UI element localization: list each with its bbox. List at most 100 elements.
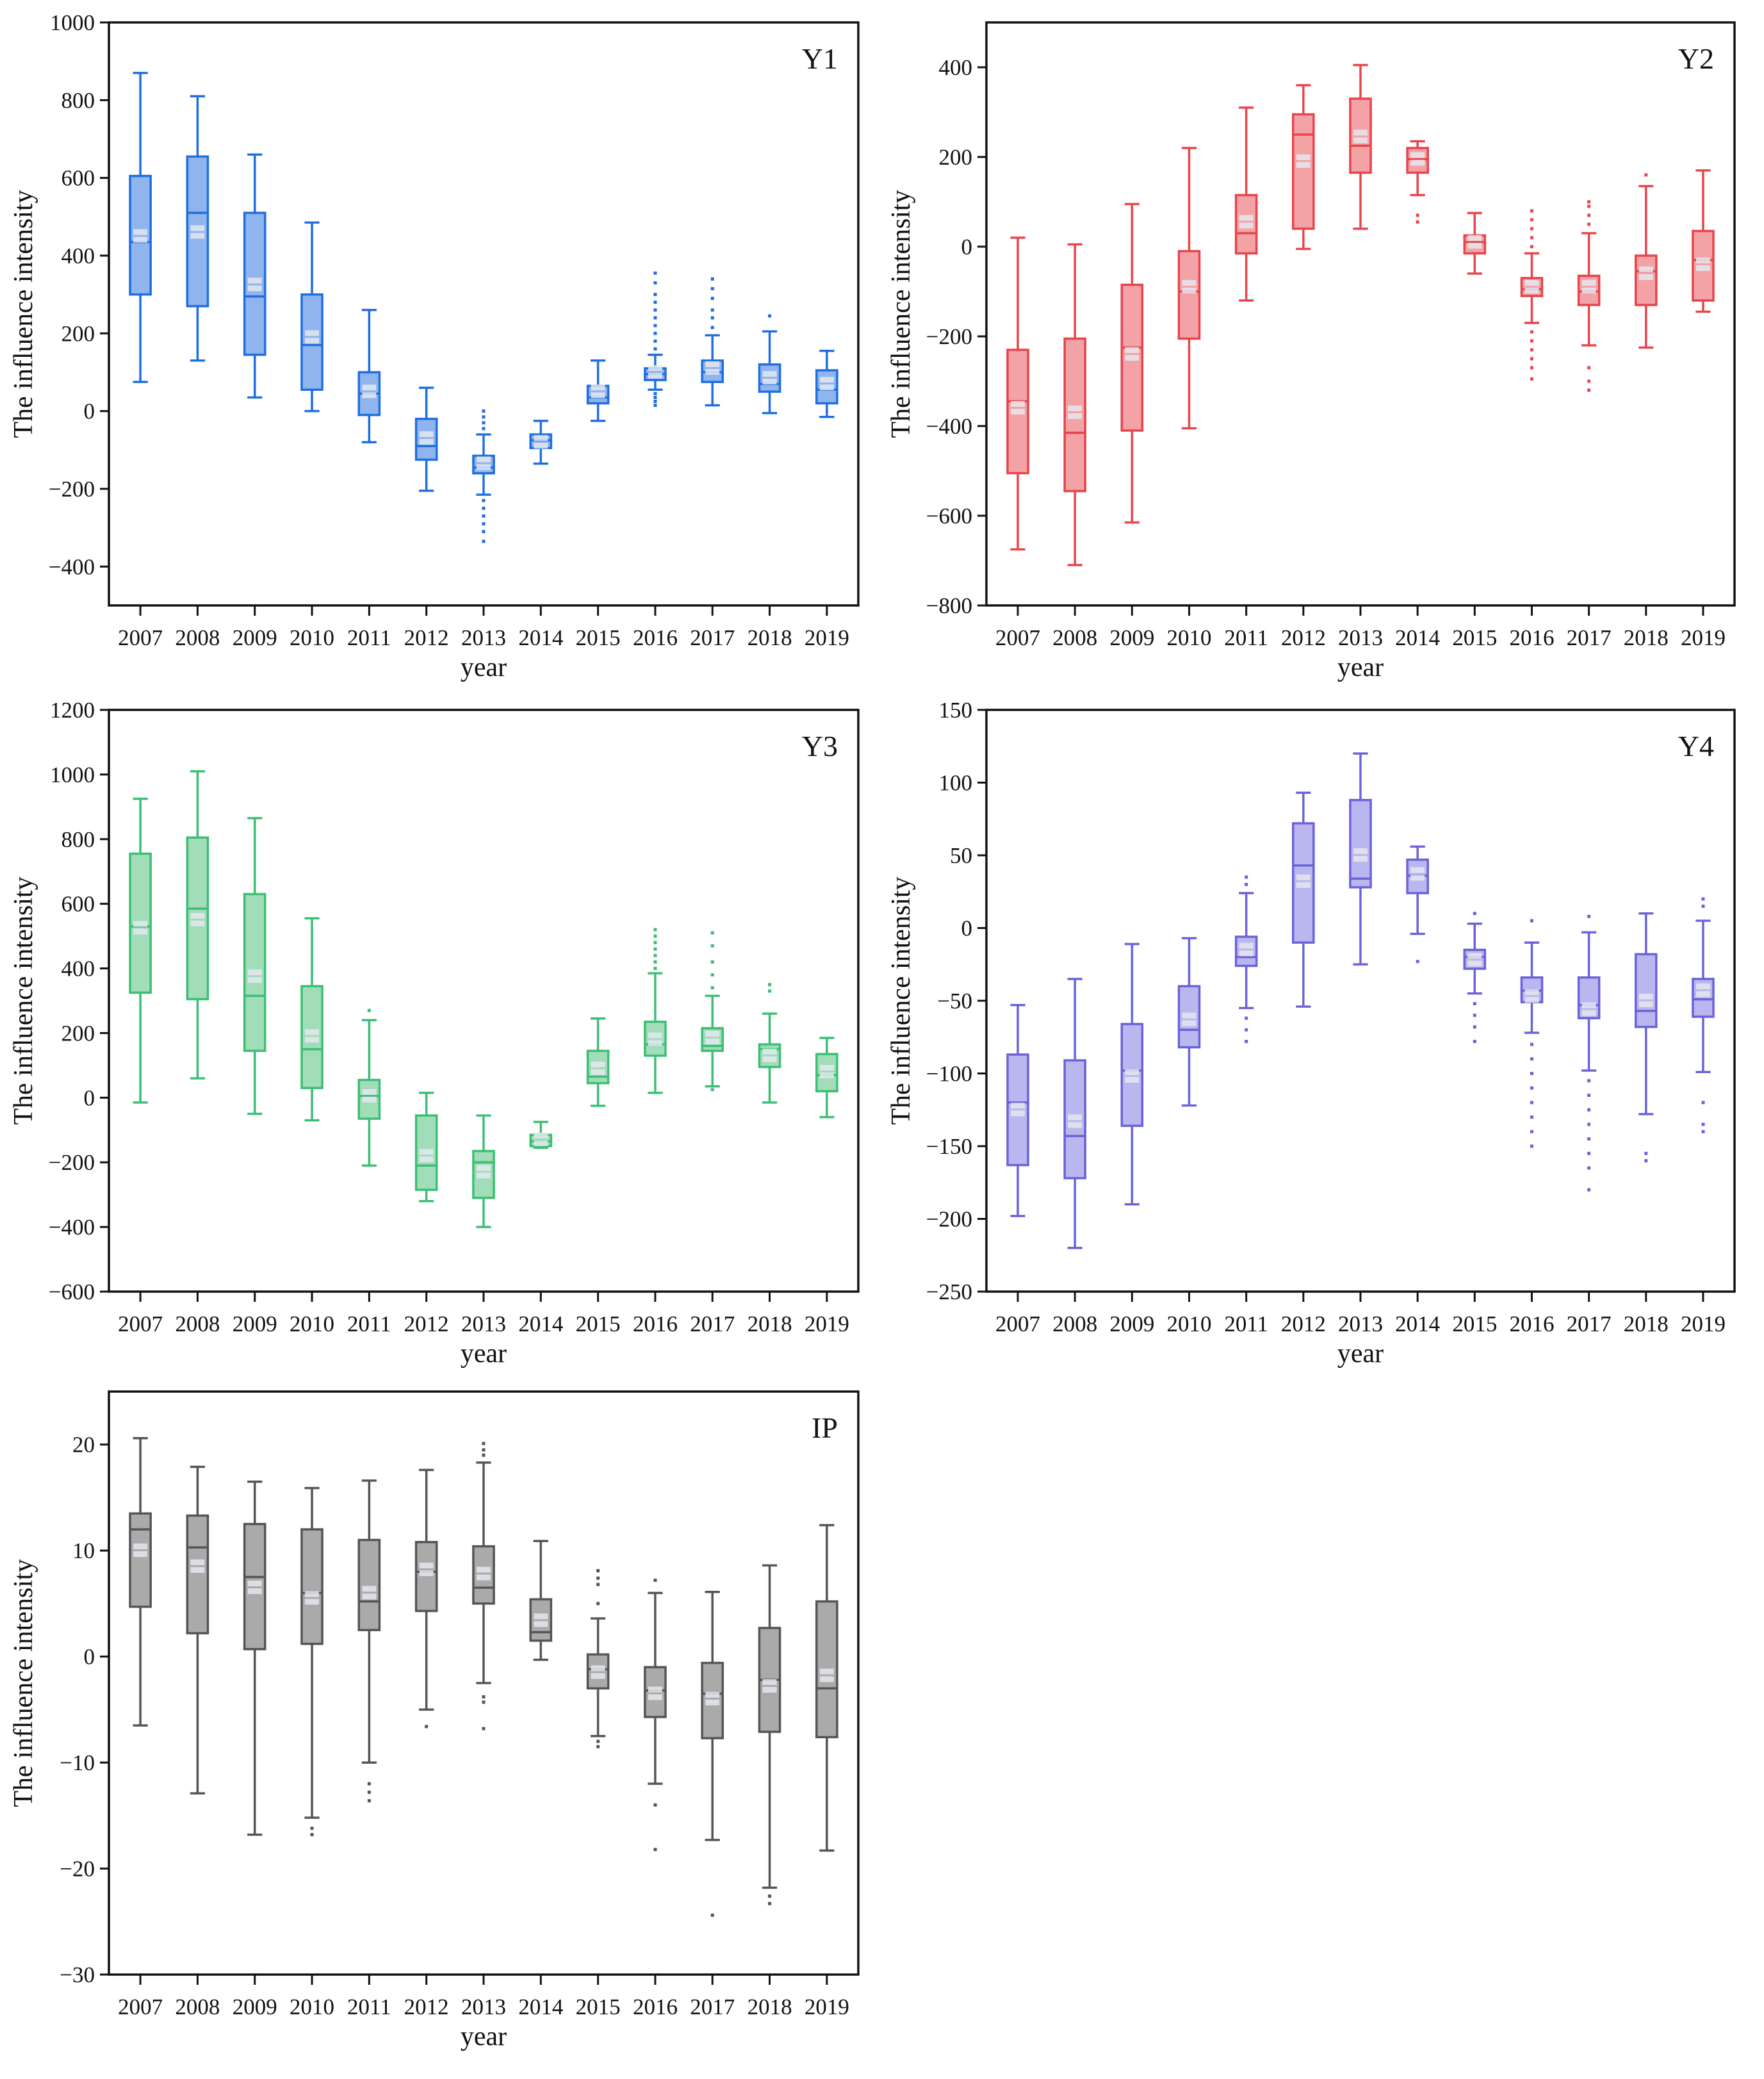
box-2016 <box>1520 919 1544 1148</box>
mean-marker <box>362 1089 377 1095</box>
mean-marker <box>305 1591 320 1597</box>
y-tick-label: 200 <box>61 321 95 346</box>
outlier-point <box>482 539 486 543</box>
outlier-point <box>1587 1079 1591 1083</box>
outlier-point <box>1416 213 1419 217</box>
outlier-point <box>1530 377 1533 381</box>
mean-marker <box>1467 243 1482 249</box>
box-2013 <box>472 409 495 543</box>
outlier-point <box>1530 218 1533 222</box>
mean-marker <box>190 225 205 231</box>
iqr-box <box>1349 798 1372 889</box>
mean-marker <box>305 1598 320 1605</box>
mean-marker <box>1638 267 1653 272</box>
mean-marker <box>1011 1110 1025 1117</box>
mean-marker <box>1068 413 1082 419</box>
mean-marker <box>648 1040 662 1046</box>
mean-marker <box>190 912 205 919</box>
mean-marker <box>762 1048 777 1055</box>
x-tick-label: 2013 <box>461 1311 506 1336</box>
x-tick-label: 2013 <box>461 1994 506 2019</box>
x-tick-label: 2012 <box>1281 625 1326 650</box>
y-tick-label: 200 <box>939 145 973 170</box>
box-2017 <box>701 1590 724 1917</box>
box-2011 <box>1234 875 1258 1044</box>
outlier-point <box>1587 222 1591 226</box>
mean-marker <box>819 377 834 383</box>
mean-marker <box>362 1586 377 1592</box>
outlier-point <box>710 308 714 312</box>
y-axis-label: The influence intensity <box>886 876 916 1124</box>
outlier-point <box>482 514 486 518</box>
outlier-point <box>1530 1144 1533 1148</box>
y-tick-label: −10 <box>60 1750 95 1775</box>
x-tick-label: 2009 <box>1109 1311 1154 1336</box>
outlier-point <box>653 947 657 951</box>
mean-marker <box>1239 222 1254 229</box>
x-tick-label: 2017 <box>1567 625 1612 650</box>
outlier-point <box>653 953 657 957</box>
x-tick-label: 2018 <box>1624 1311 1669 1336</box>
outlier-point <box>1530 919 1533 923</box>
mean-marker <box>1239 942 1254 949</box>
box-2018 <box>758 983 781 1104</box>
box-2012 <box>414 1468 438 1729</box>
mean-marker <box>1296 162 1311 168</box>
outlier-point <box>1701 904 1705 908</box>
mean-marker <box>1125 347 1139 353</box>
y-axis-label: The influence intensity <box>886 190 916 438</box>
mean-marker <box>1410 867 1425 873</box>
outlier-point <box>1245 1040 1248 1044</box>
mean-marker <box>648 373 662 379</box>
box-2015 <box>1463 912 1487 1044</box>
outlier-point <box>768 314 772 318</box>
mean-marker <box>362 1593 377 1600</box>
outlier-point <box>1530 1042 1533 1046</box>
mean-marker <box>1581 280 1596 286</box>
panel-title: Y3 <box>802 730 838 762</box>
mean-marker <box>819 1064 834 1071</box>
outlier-point <box>1530 227 1533 231</box>
outlier-point <box>482 1453 486 1457</box>
mean-marker <box>1410 160 1425 166</box>
mean-marker <box>1638 994 1653 999</box>
mean-marker <box>247 977 262 983</box>
x-tick-label: 2016 <box>1509 1311 1554 1336</box>
mean-marker <box>819 1676 834 1682</box>
mean-marker <box>190 233 205 239</box>
box-2008 <box>1063 978 1086 1249</box>
panel-title: Y1 <box>802 42 838 75</box>
outlier-point <box>710 1088 714 1092</box>
mean-marker <box>1239 215 1254 221</box>
x-tick-label: 2011 <box>347 1311 391 1336</box>
mean-marker <box>705 1699 720 1705</box>
x-axis-label: year <box>1337 1339 1384 1368</box>
outlier-point <box>482 506 486 510</box>
mean-marker <box>1011 401 1025 407</box>
x-tick-label: 2011 <box>1224 1311 1268 1336</box>
outlier-point <box>596 1569 600 1573</box>
box-2008 <box>186 95 209 362</box>
y-tick-label: 600 <box>61 166 95 191</box>
panel-title: Y2 <box>1678 42 1714 75</box>
outlier-point <box>367 1799 371 1803</box>
outlier-point <box>710 316 714 320</box>
box-2011 <box>1234 106 1258 302</box>
mean-marker <box>1467 960 1482 967</box>
outlier-point <box>710 973 714 977</box>
mean-marker <box>705 368 720 375</box>
mean-marker <box>477 1574 491 1581</box>
outlier-point <box>1587 366 1591 370</box>
iqr-box <box>300 1528 323 1645</box>
box-2017 <box>1577 200 1601 392</box>
box-2016 <box>1520 209 1544 381</box>
box-2013 <box>1349 752 1372 966</box>
x-tick-label: 2008 <box>175 1994 220 2019</box>
x-tick-label: 2008 <box>175 1311 220 1336</box>
box-2011 <box>357 1479 381 1803</box>
mean-marker <box>1011 409 1025 415</box>
mean-marker <box>1353 856 1368 862</box>
outlier-point <box>1530 209 1533 213</box>
box-2009 <box>1120 202 1144 524</box>
mean-marker <box>1296 882 1311 888</box>
